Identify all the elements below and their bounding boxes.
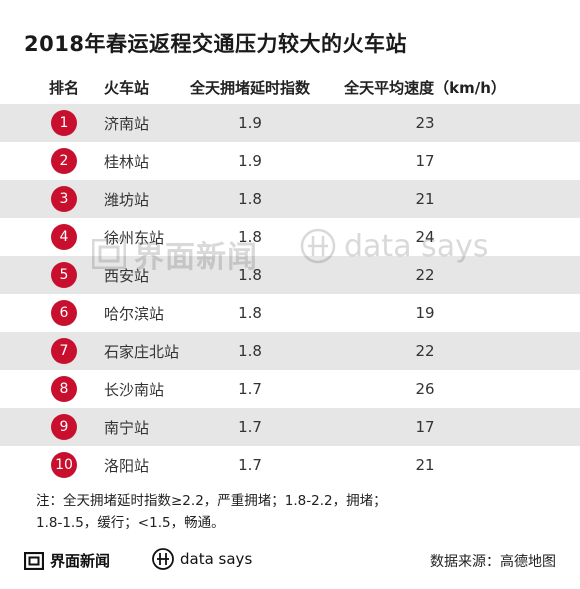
station-cell: 徐州东站 xyxy=(104,228,165,247)
table-row: 5 西安站 1.8 22 xyxy=(0,256,580,294)
index-cell: 1.8 xyxy=(238,342,262,360)
rank-badge: 6 xyxy=(51,300,77,326)
station-cell: 南宁站 xyxy=(104,418,150,437)
footnote: 注：全天拥堵延时指数≥2.2，严重拥堵；1.8-2.2，拥堵； 1.8-1.5，… xyxy=(36,490,556,534)
table-row: 4 徐州东站 1.8 24 xyxy=(0,218,580,256)
footer: 界面新闻 data says 数据来源：高德地图 xyxy=(0,540,580,580)
rank-badge: 1 xyxy=(51,110,77,136)
rank-cell: 2 xyxy=(44,142,84,180)
table-row: 9 南宁站 1.7 17 xyxy=(0,408,580,446)
footnote-line-1: 注：全天拥堵延时指数≥2.2，严重拥堵；1.8-2.2，拥堵； xyxy=(36,493,387,509)
rank-badge: 8 xyxy=(51,376,77,402)
speed-cell: 19 xyxy=(415,304,435,322)
header-index: 全天拥堵延时指数 xyxy=(190,78,311,97)
speed-cell: 21 xyxy=(415,190,435,208)
rank-badge: 4 xyxy=(51,224,77,250)
table-row: 3 潍坊站 1.8 21 xyxy=(0,180,580,218)
station-cell: 洛阳站 xyxy=(104,456,150,475)
watermark-brand: 界面新闻 xyxy=(92,232,258,276)
speed-cell: 17 xyxy=(415,418,435,436)
index-cell: 1.8 xyxy=(238,228,262,246)
watermark-data-says: data says xyxy=(300,228,489,264)
header-station: 火车站 xyxy=(104,78,150,97)
station-cell: 西安站 xyxy=(104,266,150,285)
rank-cell: 10 xyxy=(44,446,84,484)
chart-title: 2018年春运返程交通压力较大的火车站 xyxy=(24,32,407,56)
footer-data-says-text: data says xyxy=(180,550,253,568)
rank-badge: 5 xyxy=(51,262,77,288)
station-cell: 长沙南站 xyxy=(104,380,165,399)
rank-badge: 2 xyxy=(51,148,77,174)
station-cell: 潍坊站 xyxy=(104,190,150,209)
index-cell: 1.7 xyxy=(238,418,262,436)
table-row: 7 石家庄北站 1.8 22 xyxy=(0,332,580,370)
header-speed: 全天平均速度（km/h） xyxy=(344,78,506,97)
table-header: 排名 火车站 全天拥堵延时指数 全天平均速度（km/h） xyxy=(0,70,580,104)
table-row: 10 洛阳站 1.7 21 xyxy=(0,446,580,484)
table-row: 1 济南站 1.9 23 xyxy=(0,104,580,142)
speed-cell: 22 xyxy=(415,266,435,284)
speed-cell: 17 xyxy=(415,152,435,170)
speed-cell: 24 xyxy=(415,228,435,246)
rank-cell: 9 xyxy=(44,408,84,446)
rank-cell: 1 xyxy=(44,104,84,142)
footnote-line-2: 1.8-1.5，缓行；<1.5，畅通。 xyxy=(36,515,225,531)
watermark-data-says-text: data says xyxy=(344,228,489,264)
data-source: 数据来源：高德地图 xyxy=(430,554,556,570)
data-says-icon xyxy=(152,548,174,570)
speed-cell: 21 xyxy=(415,456,435,474)
index-cell: 1.9 xyxy=(238,152,262,170)
rank-cell: 4 xyxy=(44,218,84,256)
index-cell: 1.7 xyxy=(238,456,262,474)
table-row: 6 哈尔滨站 1.8 19 xyxy=(0,294,580,332)
speed-cell: 26 xyxy=(415,380,435,398)
table-body: 1 济南站 1.9 23 2 桂林站 1.9 17 3 潍坊站 1.8 21 4 徐州东站 1.8 24 5 西安… xyxy=(0,104,580,484)
speed-cell: 23 xyxy=(415,114,435,132)
index-cell: 1.8 xyxy=(238,304,262,322)
station-cell: 哈尔滨站 xyxy=(104,304,165,323)
ranking-table: 排名 火车站 全天拥堵延时指数 全天平均速度（km/h） 1 济南站 1.9 23 2 桂… xyxy=(0,70,580,484)
rank-cell: 5 xyxy=(44,256,84,294)
table-row: 8 长沙南站 1.7 26 xyxy=(0,370,580,408)
brand-logo-icon xyxy=(24,551,44,570)
speed-cell: 22 xyxy=(415,342,435,360)
brand-logo-icon xyxy=(92,239,126,269)
rank-badge: 10 xyxy=(51,452,77,478)
station-cell: 石家庄北站 xyxy=(104,342,180,361)
watermark-brand-text: 界面新闻 xyxy=(134,240,258,275)
station-cell: 济南站 xyxy=(104,114,150,133)
table-row: 2 桂林站 1.9 17 xyxy=(0,142,580,180)
footer-data-says: data says xyxy=(152,548,252,570)
footer-brand-text: 界面新闻 xyxy=(50,552,111,570)
rank-cell: 8 xyxy=(44,370,84,408)
rank-badge: 9 xyxy=(51,414,77,440)
header-rank: 排名 xyxy=(48,78,79,97)
rank-cell: 3 xyxy=(44,180,84,218)
index-cell: 1.8 xyxy=(238,266,262,284)
index-cell: 1.7 xyxy=(238,380,262,398)
rank-cell: 6 xyxy=(44,294,84,332)
data-says-icon xyxy=(300,228,336,264)
footer-brand: 界面新闻 xyxy=(24,550,110,571)
index-cell: 1.9 xyxy=(238,114,262,132)
rank-badge: 3 xyxy=(51,186,77,212)
index-cell: 1.8 xyxy=(238,190,262,208)
rank-badge: 7 xyxy=(51,338,77,364)
rank-cell: 7 xyxy=(44,332,84,370)
station-cell: 桂林站 xyxy=(104,152,150,171)
